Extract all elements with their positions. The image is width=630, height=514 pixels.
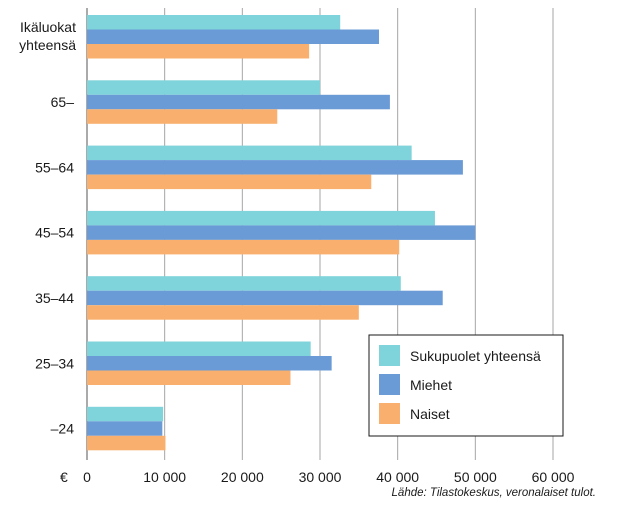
legend-swatch	[379, 403, 400, 424]
x-tick-label: 50 000	[454, 469, 497, 485]
legend-box	[368, 334, 564, 437]
bar	[87, 276, 401, 291]
bar	[87, 290, 443, 306]
bar	[87, 29, 380, 44]
x-tick-label: 60 000	[532, 469, 575, 485]
bar	[87, 370, 291, 385]
x-tick-labels: € 0 10 000 20 000 30 000 40 000 50 000 60 000	[60, 469, 575, 485]
category-label: 35–44	[35, 290, 74, 306]
category-label: Ikäluokat yhteensä	[19, 19, 76, 53]
bar	[87, 356, 332, 371]
x-tick-label: 40 000	[376, 469, 419, 485]
bar	[87, 94, 390, 110]
x-tick-label: 30 000	[299, 469, 342, 485]
source-note: Lähde: Tilastokeskus, veronalaiset tulot…	[391, 487, 596, 499]
bar	[87, 225, 476, 240]
category-label: 25–34	[35, 355, 74, 371]
bar	[87, 160, 463, 175]
bar	[87, 435, 166, 451]
category-labels: Ikäluokat yhteensä 65– 55–64 45–54 35–44 25–34…	[19, 19, 76, 437]
legend-swatch	[379, 345, 400, 366]
x-tick-label: 10 000	[143, 469, 186, 485]
bar	[87, 109, 278, 124]
legend-label: Naiset	[410, 406, 450, 422]
legend-label: Sukupuolet yhteensä	[410, 348, 541, 364]
category-label: 45–54	[35, 225, 74, 241]
legend-swatch	[379, 374, 400, 395]
category-label: 65–	[51, 94, 75, 110]
bar	[87, 305, 359, 320]
bars	[87, 15, 476, 451]
legend: Sukupuolet yhteensä Miehet Naiset	[368, 334, 564, 437]
bar	[87, 15, 341, 30]
bar	[87, 421, 163, 436]
bar	[87, 341, 311, 356]
x-tick-label: 20 000	[221, 469, 264, 485]
currency-label: €	[60, 469, 68, 485]
x-tick-label: 0	[83, 469, 91, 485]
bar	[87, 44, 310, 59]
bar	[87, 239, 400, 255]
bar	[87, 80, 320, 95]
legend-label: Miehet	[410, 377, 452, 393]
category-label: 55–64	[35, 159, 74, 175]
bar	[87, 174, 372, 190]
bar	[87, 145, 412, 161]
bar	[87, 210, 435, 226]
bar	[87, 406, 164, 422]
category-label: –24	[51, 421, 75, 437]
